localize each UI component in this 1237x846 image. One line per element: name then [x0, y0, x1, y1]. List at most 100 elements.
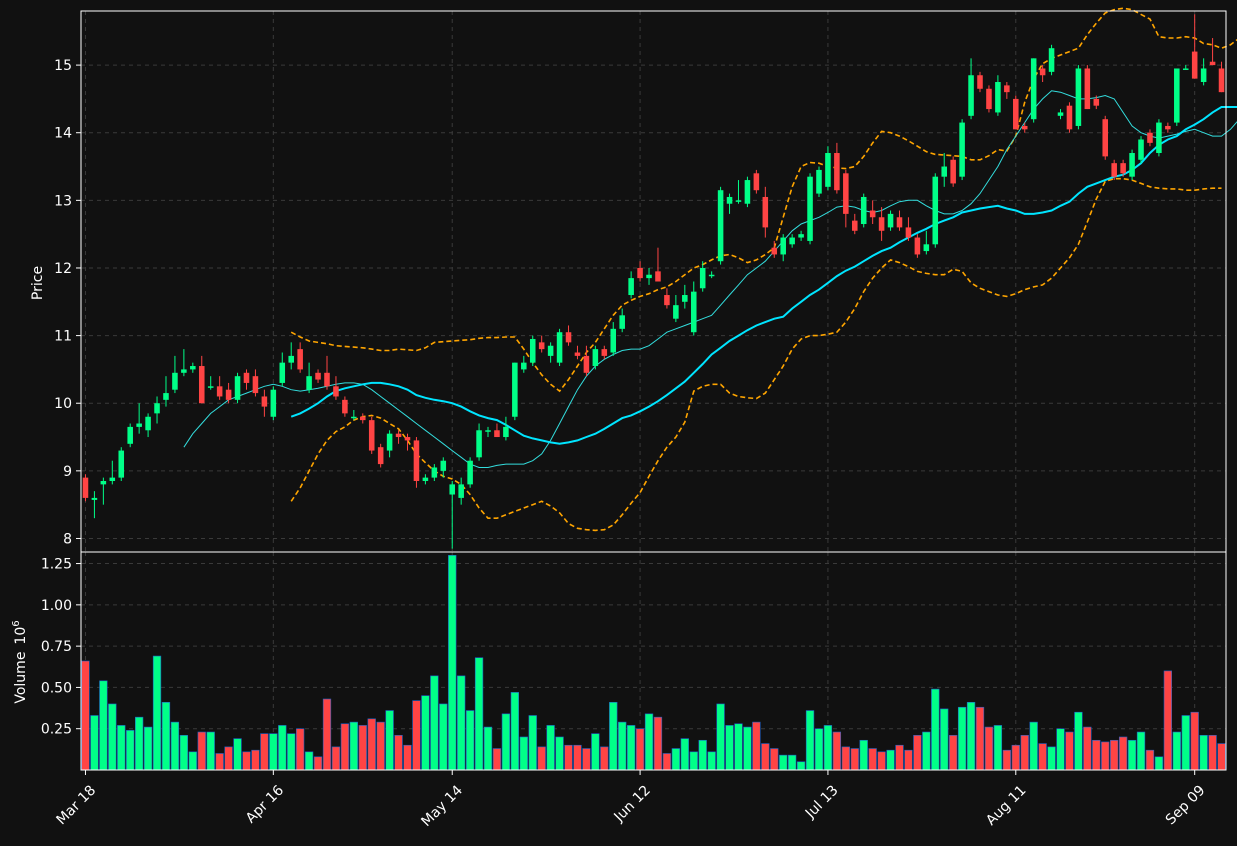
candle-body — [574, 352, 581, 356]
volume-bar — [510, 692, 519, 771]
volume-bar — [993, 725, 1003, 771]
volume-bar — [1092, 739, 1101, 771]
volume-axis-unit: 10 — [13, 627, 29, 645]
volume-bar — [895, 744, 904, 771]
candle-body — [136, 423, 142, 427]
volume-tick-label: 0.50 — [41, 680, 72, 696]
candle-body — [887, 213, 894, 228]
volume-bar — [743, 726, 752, 771]
volume-bar — [304, 751, 314, 771]
volume-bar — [1136, 731, 1146, 771]
volume-bar — [501, 713, 511, 771]
volume-bar — [752, 721, 761, 771]
volume-bar — [126, 730, 135, 771]
volume-bar — [770, 748, 779, 771]
candle-body — [860, 196, 867, 225]
candle-body — [163, 393, 169, 400]
volume-bar — [430, 675, 439, 771]
volume-bar — [1154, 756, 1164, 771]
candle-body — [1147, 132, 1153, 143]
candle-body — [181, 369, 187, 373]
candle-body — [1191, 51, 1198, 79]
date-tick-label: Mar 18 — [53, 782, 99, 828]
volume-bar — [680, 738, 689, 771]
price-tick-label: 12 — [54, 261, 72, 277]
candle-body — [1165, 125, 1171, 130]
volume-bar — [358, 725, 367, 771]
candle-body — [977, 75, 983, 89]
volume-bar — [287, 733, 296, 771]
volume-tick-label: 1.25 — [41, 557, 72, 573]
volume-bar — [1181, 715, 1190, 771]
volume-bar — [1065, 731, 1074, 771]
volume-bar — [877, 751, 886, 771]
candle-body — [708, 274, 715, 277]
volume-bar — [1145, 749, 1155, 771]
volume-axis-unit-exponent: 6 — [11, 620, 22, 626]
volume-bar — [152, 655, 162, 771]
candle-body — [1030, 58, 1037, 120]
candle-body — [905, 227, 912, 238]
candle-body — [512, 362, 518, 417]
candle-body — [1013, 98, 1019, 130]
candle-body — [601, 349, 608, 356]
volume-bar — [242, 751, 251, 771]
volume-bar — [179, 735, 189, 771]
candle-body — [1218, 68, 1225, 93]
volume-bar — [662, 753, 672, 771]
candle-body — [449, 484, 456, 495]
volume-bar — [340, 723, 350, 771]
volume-bar — [689, 751, 698, 771]
volume-bar — [725, 725, 734, 771]
volume-bar — [197, 731, 206, 771]
volume-bar — [635, 728, 645, 771]
candle-body — [467, 460, 473, 485]
candle-body — [521, 362, 527, 370]
volume-bar — [609, 701, 618, 771]
price-tick-label: 14 — [54, 126, 72, 142]
candle-body — [995, 82, 1001, 113]
volume-bar — [474, 657, 484, 771]
candle-body — [959, 122, 965, 177]
volume-bar — [966, 701, 976, 771]
volume-bar — [1127, 739, 1137, 771]
volume-tick-label: 1.00 — [41, 598, 72, 614]
candle-body — [932, 176, 939, 245]
volume-bar — [868, 748, 877, 771]
candle-body — [664, 295, 670, 306]
volume-bar — [626, 725, 636, 771]
volume-bar — [421, 695, 430, 771]
candle-body — [91, 497, 98, 500]
volume-bar — [1110, 739, 1119, 771]
price-tick-label: 15 — [54, 58, 72, 74]
volume-bar — [1011, 744, 1020, 771]
candle-body — [109, 477, 116, 481]
volume-bar — [448, 555, 457, 771]
volume-bar — [81, 660, 90, 771]
volume-bar — [457, 675, 466, 771]
volume-axis-label: Volume 106 — [11, 620, 29, 703]
panel-frames — [80, 10, 1227, 771]
candle-body — [798, 234, 804, 238]
candle-body — [413, 440, 420, 481]
candle-body — [431, 467, 438, 478]
volume-bar — [573, 744, 582, 771]
volume-bar — [618, 721, 627, 771]
volume-bar — [653, 716, 663, 771]
candle-body — [941, 166, 947, 177]
volume-bar — [949, 735, 958, 771]
candle-body — [1129, 153, 1135, 177]
candle-body — [1120, 163, 1126, 174]
candle-body — [377, 447, 384, 465]
candle-body — [252, 376, 259, 394]
volume-bar — [90, 715, 99, 771]
volume-bar — [206, 731, 215, 771]
volume-bar — [412, 700, 421, 771]
candle-body — [914, 237, 921, 255]
candle-body — [216, 386, 223, 397]
volume-bar — [492, 748, 502, 771]
volume-bar — [439, 703, 448, 771]
candle-body — [1200, 68, 1207, 83]
date-tick-label: Aug 11 — [983, 782, 1029, 828]
